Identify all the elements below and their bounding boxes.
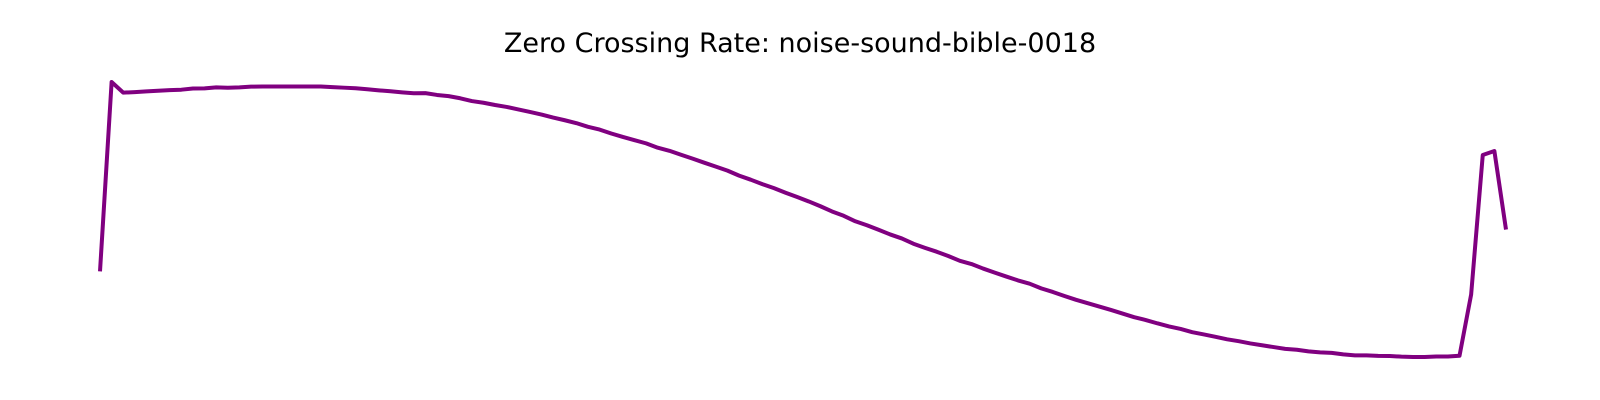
plot-area (98, 80, 1508, 359)
chart-title: Zero Crossing Rate: noise-sound-bible-00… (504, 28, 1096, 59)
series-line-zcr (98, 80, 1508, 359)
